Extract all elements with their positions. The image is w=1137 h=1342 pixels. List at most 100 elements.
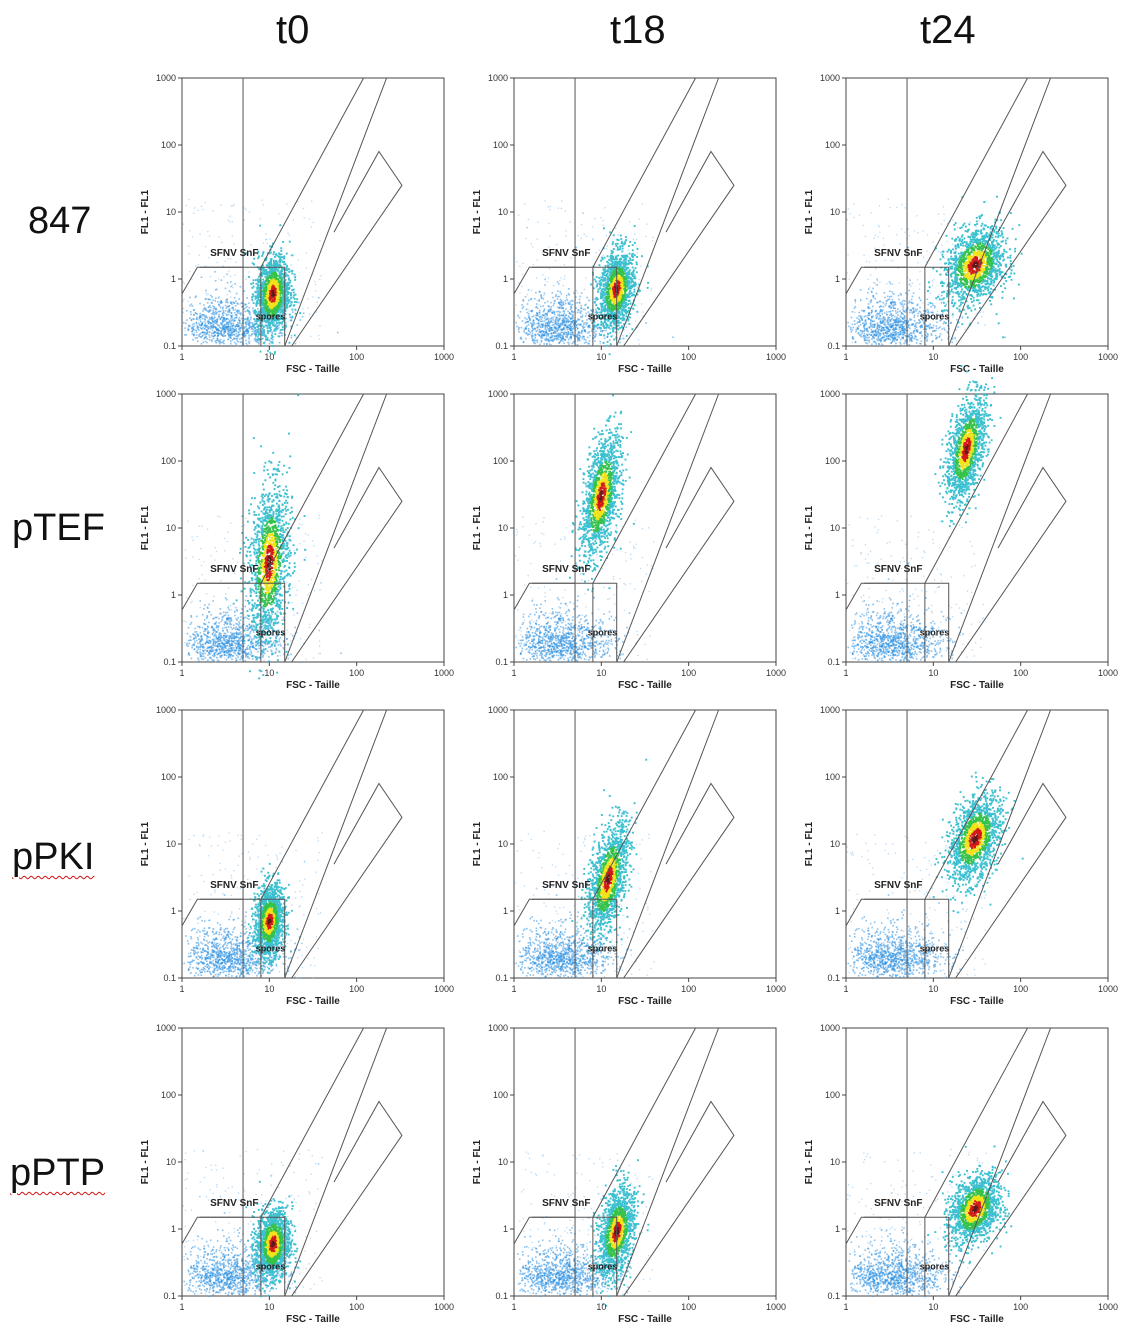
plot-frame: [513, 393, 777, 663]
x-tick-label: 10: [264, 668, 274, 678]
row-label-pptp: pPTP: [10, 1152, 105, 1195]
cell-population: [589, 1159, 650, 1307]
x-axis-label: FSC - Taille: [618, 1314, 672, 1325]
row-label-847: 847: [28, 200, 91, 243]
cell-population: [242, 1180, 302, 1298]
y-tick-label: 0.1: [827, 973, 840, 983]
x-tick-label: 1: [511, 1302, 516, 1312]
y-axis-label: FL1 - FL1: [472, 1139, 483, 1184]
x-tick-label: 10: [264, 1302, 274, 1312]
y-tick-label: 1000: [488, 389, 508, 399]
x-tick-label: 100: [1013, 668, 1028, 678]
gate-label-spores: spores: [256, 627, 286, 637]
gate-outlines: [513, 77, 735, 347]
x-axis-label: FSC - Taille: [950, 680, 1004, 691]
gate-label-spores: spores: [588, 627, 618, 637]
gate-label-spores: spores: [588, 943, 618, 953]
x-tick-label: 1000: [434, 1302, 454, 1312]
y-tick-label: 0.1: [163, 1291, 176, 1301]
row-label-ppki: pPKI: [12, 836, 94, 879]
x-tick-label: 100: [681, 984, 696, 994]
plot-frame: [181, 1027, 445, 1297]
gate-label-spores: spores: [256, 311, 286, 321]
x-tick-label: 1: [843, 668, 848, 678]
x-tick-label: 10: [264, 352, 274, 362]
x-tick-label: 10: [596, 984, 606, 994]
x-tick-label: 1: [843, 984, 848, 994]
gate-outlines: [845, 709, 1067, 979]
x-axis-label: FSC - Taille: [286, 996, 340, 1007]
gate-outlines: [513, 393, 735, 663]
x-tick-label: 1: [511, 352, 516, 362]
x-tick-label: 1000: [1098, 984, 1118, 994]
y-tick-label: 100: [825, 772, 840, 782]
y-tick-label: 1000: [156, 705, 176, 715]
x-tick-label: 1: [179, 1302, 184, 1312]
x-tick-label: 10: [596, 668, 606, 678]
x-axis-label: FSC - Taille: [286, 680, 340, 691]
x-tick-label: 1000: [766, 668, 786, 678]
y-axis-label: FL1 - FL1: [472, 821, 483, 866]
x-tick-label: 1000: [766, 1302, 786, 1312]
debris-cloud: [514, 516, 655, 664]
y-tick-label: 0.1: [827, 1291, 840, 1301]
gate-outlines: [513, 709, 735, 979]
y-tick-label: 1: [171, 274, 176, 284]
x-axis-label: FSC - Taille: [618, 364, 672, 375]
x-tick-label: 10: [596, 1302, 606, 1312]
cell-population: [927, 1145, 1013, 1265]
column-header-t24: t24: [920, 8, 976, 53]
x-tick-label: 100: [349, 668, 364, 678]
y-tick-label: 100: [825, 456, 840, 466]
gate-label-sfnv: SFNV SnF: [542, 564, 590, 575]
x-axis-label: FSC - Taille: [618, 996, 672, 1007]
x-axis-label: FSC - Taille: [950, 996, 1004, 1007]
y-tick-label: 1000: [820, 1023, 840, 1033]
gate-label-spores: spores: [920, 1261, 950, 1271]
y-tick-label: 0.1: [827, 657, 840, 667]
x-tick-label: 100: [349, 1302, 364, 1312]
x-tick-label: 10: [928, 352, 938, 362]
y-tick-label: 1: [835, 274, 840, 284]
x-axis-label: FSC - Taille: [950, 364, 1004, 375]
gate-label-spores: spores: [920, 627, 950, 637]
y-tick-label: 100: [493, 1090, 508, 1100]
y-axis-label: FL1 - FL1: [804, 189, 815, 234]
y-tick-label: 1: [503, 1224, 508, 1234]
x-tick-label: 100: [681, 352, 696, 362]
plot-frame: [513, 77, 777, 347]
x-tick-label: 10: [264, 984, 274, 994]
y-tick-label: 10: [830, 207, 840, 217]
gate-label-sfnv: SFNV SnF: [210, 248, 258, 259]
y-tick-label: 10: [498, 1157, 508, 1167]
plot-frame: [845, 77, 1109, 347]
y-tick-label: 100: [161, 1090, 176, 1100]
y-tick-label: 100: [825, 1090, 840, 1100]
column-header-t18: t18: [610, 8, 666, 53]
debris-cloud: [847, 515, 986, 664]
x-tick-label: 100: [1013, 352, 1028, 362]
y-tick-label: 0.1: [495, 973, 508, 983]
y-tick-label: 100: [161, 772, 176, 782]
plot-frame: [845, 1027, 1109, 1297]
y-tick-label: 0.1: [163, 657, 176, 667]
cell-population: [932, 771, 1024, 914]
x-tick-label: 1: [179, 668, 184, 678]
gate-label-sfnv: SFNV SnF: [542, 1198, 590, 1209]
y-axis-label: FL1 - FL1: [472, 189, 483, 234]
x-tick-label: 1: [843, 352, 848, 362]
y-tick-label: 1000: [820, 705, 840, 715]
y-tick-label: 10: [498, 839, 508, 849]
y-axis-label: FL1 - FL1: [140, 821, 151, 866]
cell-population: [934, 336, 1005, 528]
x-tick-label: 1: [511, 668, 516, 678]
y-tick-label: 100: [493, 140, 508, 150]
gate-label-spores: spores: [920, 311, 950, 321]
y-tick-label: 0.1: [495, 1291, 508, 1301]
